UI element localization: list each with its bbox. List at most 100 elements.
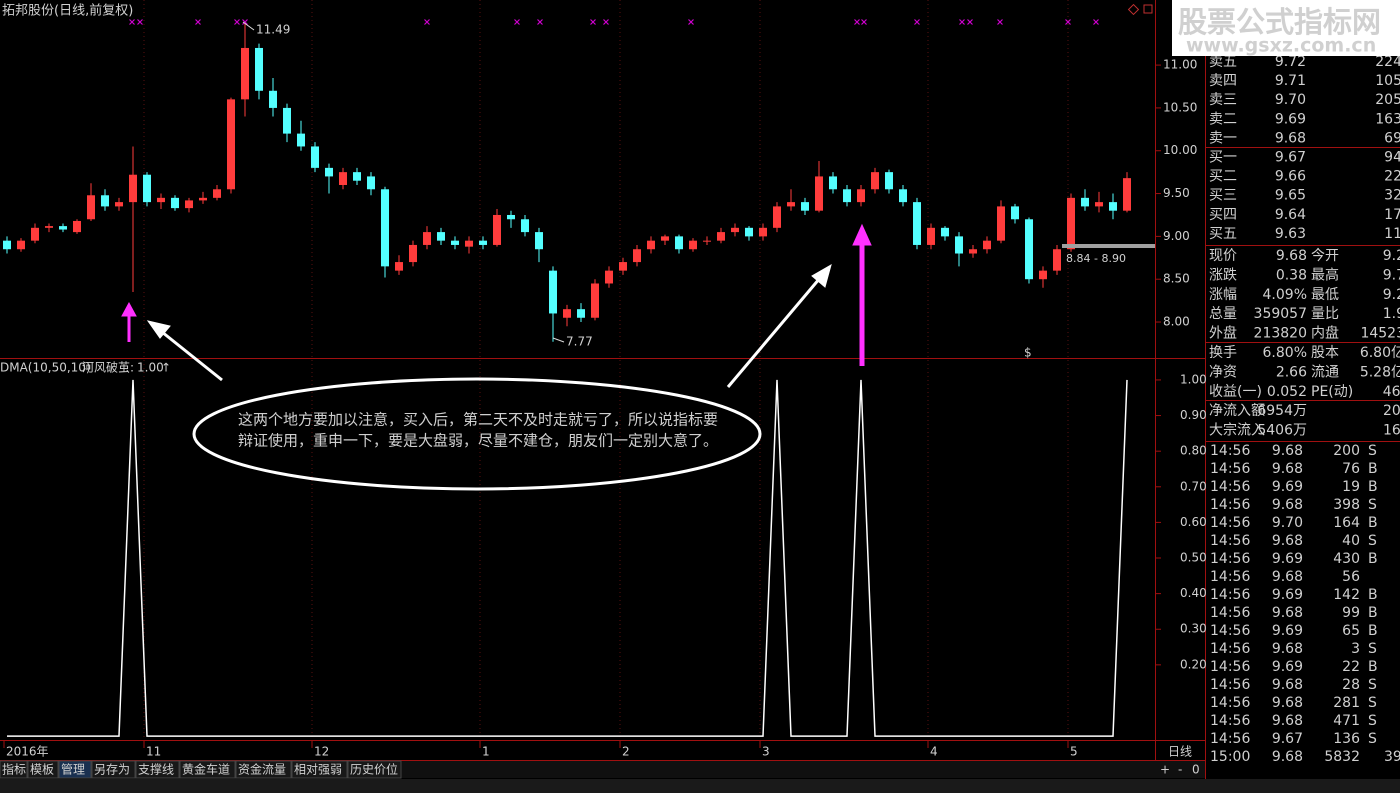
book-volume: 105	[1375, 73, 1400, 89]
trade-side: S	[1368, 731, 1377, 747]
tab[interactable]	[58, 760, 92, 779]
tab-label[interactable]: 资金流量	[238, 762, 286, 777]
x-tick-label: 11	[146, 745, 161, 759]
candle-body	[101, 195, 109, 207]
candle-body	[367, 176, 375, 190]
candle-body	[325, 167, 333, 177]
y-tick-label: 0.90	[1180, 408, 1207, 422]
high-label: 11.49	[256, 23, 290, 37]
signal-markers	[129, 19, 1099, 25]
tab[interactable]	[291, 760, 348, 779]
candle-body	[409, 244, 417, 263]
book-volume: 205	[1375, 92, 1400, 108]
icon[interactable]	[1143, 4, 1153, 14]
tab-label[interactable]: 相对强弱	[294, 763, 342, 777]
trade-volume: 76	[1342, 461, 1360, 477]
candle-body	[731, 227, 739, 233]
signal-marker	[234, 19, 240, 25]
trade-price: 9.68	[1272, 533, 1303, 549]
icon[interactable]	[1127, 3, 1140, 16]
trade-volume: 19	[1342, 479, 1360, 495]
trade-volume: 430	[1333, 551, 1360, 567]
stat-label: 最高	[1311, 266, 1339, 283]
tab-label[interactable]: 指标	[2, 762, 26, 777]
trade-volume: 200	[1333, 443, 1360, 459]
signal-marker	[854, 19, 860, 25]
trade-price: 9.68	[1272, 677, 1303, 693]
trade-time: 14:56	[1210, 605, 1250, 621]
tab[interactable]	[27, 760, 59, 779]
signal-marker	[537, 19, 543, 25]
tab-label[interactable]: 支撑线	[138, 762, 174, 777]
stat-label: 流通	[1311, 364, 1339, 380]
tab-label[interactable]: 另存为	[94, 763, 130, 777]
candle-body	[647, 240, 655, 250]
stat-value: 16	[1383, 423, 1400, 439]
annotation-arrows	[146, 263, 832, 388]
candle-body	[269, 90, 277, 108]
stat-label: 今开	[1311, 248, 1339, 264]
book-label: 卖四	[1209, 73, 1237, 89]
candle-body	[815, 176, 823, 211]
tab[interactable]	[347, 760, 402, 779]
candle-body	[969, 249, 977, 254]
candle-body	[605, 270, 613, 284]
candle-body	[59, 226, 67, 230]
stat-value: 6.80亿	[1360, 345, 1400, 361]
candle-body	[941, 227, 949, 237]
candle-body	[717, 232, 725, 241]
trade-side: B	[1368, 659, 1378, 675]
tab[interactable]	[179, 760, 236, 779]
indicator-label: 河风破茧:	[82, 360, 134, 375]
candle-body	[535, 232, 543, 250]
trade-volume: 471	[1333, 713, 1360, 729]
tab[interactable]	[135, 760, 180, 779]
trade-price: 9.69	[1272, 551, 1303, 567]
tab-label[interactable]: 历史价位	[350, 762, 398, 777]
signal-marker	[514, 19, 520, 25]
candle-body	[479, 240, 487, 245]
candle-body	[871, 172, 879, 190]
book-price: 9.72	[1275, 54, 1306, 70]
candle-body	[787, 202, 795, 207]
trade-price: 9.68	[1272, 749, 1303, 765]
trade-side: 39	[1384, 749, 1400, 765]
trade-side: S	[1368, 497, 1377, 513]
candle-body	[115, 202, 123, 207]
signal-marker	[137, 19, 143, 25]
x-tick-label: 2	[622, 745, 630, 759]
trade-price: 9.68	[1272, 497, 1303, 513]
stat-value: 6.80%	[1263, 345, 1307, 361]
trade-volume: 5832	[1324, 749, 1360, 765]
trade-price: 9.68	[1272, 713, 1303, 729]
candle-body	[1109, 202, 1117, 211]
stat-value: 20	[1383, 403, 1400, 419]
candle-body	[437, 232, 445, 241]
tab-label[interactable]: 管理	[61, 762, 85, 777]
signal-marker	[129, 19, 135, 25]
trade-time: 14:56	[1210, 677, 1250, 693]
tab-label[interactable]: 黄金车道	[182, 762, 230, 777]
tab-control[interactable]: +	[1160, 763, 1170, 777]
trade-volume: 28	[1342, 677, 1360, 693]
candle-body	[703, 240, 711, 242]
tab-control[interactable]: 0	[1192, 763, 1200, 777]
trade-side: B	[1368, 515, 1378, 531]
trade-price: 9.68	[1272, 443, 1303, 459]
tab[interactable]	[0, 760, 28, 779]
trade-price: 9.68	[1272, 569, 1303, 585]
y-tick-label: 0.20	[1180, 657, 1207, 671]
trade-time: 14:56	[1210, 587, 1250, 603]
candle-body	[577, 309, 585, 318]
tab-control[interactable]: -	[1178, 763, 1182, 777]
indicator-line	[7, 379, 1128, 737]
tab[interactable]	[91, 760, 136, 779]
trade-volume: 3	[1351, 641, 1360, 657]
signal-marker	[959, 19, 965, 25]
trade-side: S	[1368, 533, 1377, 549]
stat-label: PE(动)	[1311, 384, 1353, 400]
tab-label[interactable]: 模板	[30, 763, 54, 777]
range-bar	[1062, 244, 1155, 248]
stat-value: 5406万	[1257, 423, 1307, 439]
tab[interactable]	[235, 760, 292, 779]
